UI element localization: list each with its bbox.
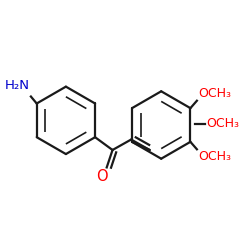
Text: OCH₃: OCH₃	[198, 150, 231, 163]
Text: OCH₃: OCH₃	[206, 117, 239, 130]
Text: OCH₃: OCH₃	[198, 87, 231, 100]
Text: H₂N: H₂N	[5, 79, 30, 92]
Text: O: O	[96, 169, 108, 184]
